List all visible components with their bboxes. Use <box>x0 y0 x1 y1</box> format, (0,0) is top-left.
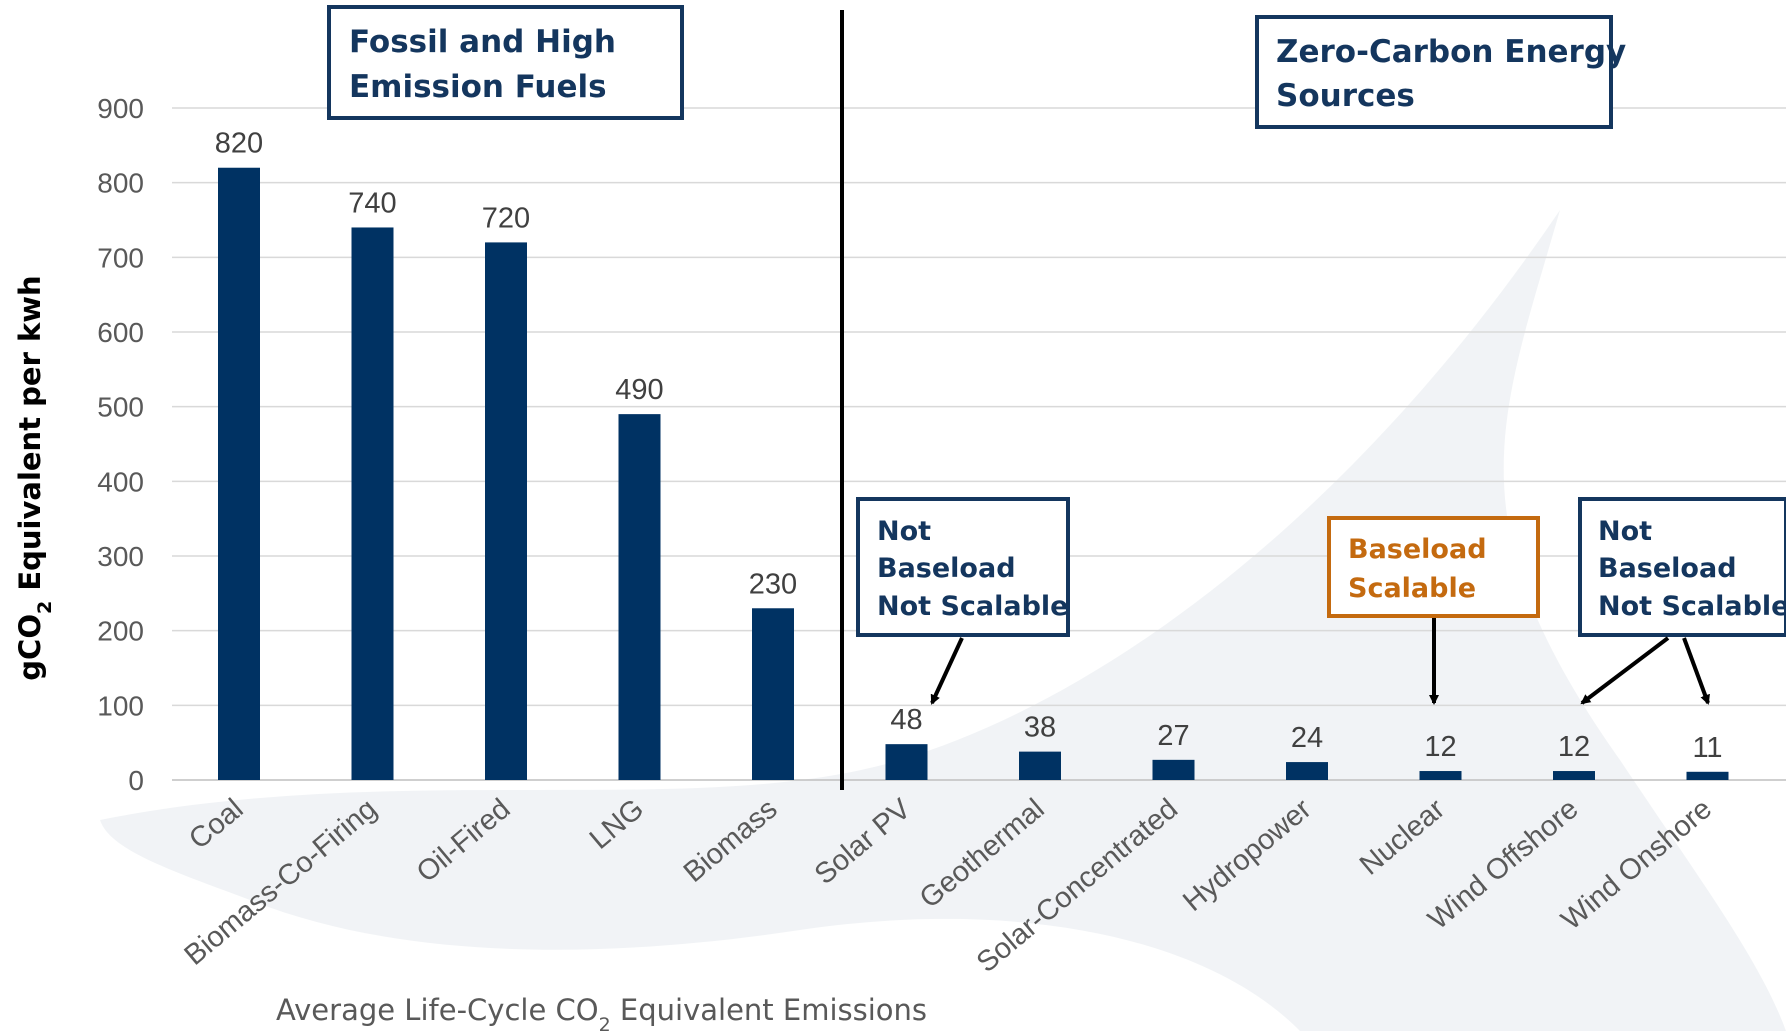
y-tick-label: 400 <box>97 466 144 497</box>
y-tick-label: 900 <box>97 93 144 124</box>
annotation-solar: Not Baseload Not Scalable <box>856 497 1070 705</box>
y-tick-label: 700 <box>97 242 144 273</box>
bar <box>1286 762 1328 780</box>
bar <box>752 608 794 780</box>
y-axis-ticks: 0 100 200 300 400 500 600 700 800 900 <box>97 93 144 796</box>
bar <box>1419 771 1462 780</box>
bar <box>1152 759 1195 780</box>
data-label: 720 <box>482 202 530 234</box>
data-label: 11 <box>1692 732 1722 764</box>
bar <box>1686 771 1729 780</box>
annotation-nuclear: Baseload Scalable <box>1327 516 1540 705</box>
data-labels: 820 740 720 490 230 48 38 27 24 12 12 11 <box>215 128 1723 764</box>
x-axis-label-sub: 2 <box>599 1014 611 1031</box>
y-tick-label: 100 <box>97 690 144 721</box>
group-title-zero-carbon: Zero-Carbon Energy Sources <box>1255 15 1626 129</box>
annotation-wind-line-1: Not <box>1598 516 1652 547</box>
annotation-wind: Not Baseload Not Scalable <box>1578 497 1786 705</box>
watermark-shape <box>100 210 1786 1031</box>
y-axis-label-rest: Equivalent per kwh <box>13 275 47 601</box>
y-axis-label-sub: 2 <box>34 601 56 614</box>
bar <box>618 414 661 780</box>
data-label: 27 <box>1157 720 1189 752</box>
annotation-nuclear-line-1: Baseload <box>1348 534 1487 565</box>
data-label: 38 <box>1024 712 1056 744</box>
annotation-nuclear-line-2: Scalable <box>1348 573 1476 604</box>
bar <box>485 242 527 780</box>
group-title-zero-carbon-line-2: Sources <box>1276 78 1415 114</box>
bar <box>351 227 394 780</box>
x-axis-label-main: Average Life-Cycle CO <box>276 993 599 1027</box>
bar <box>1019 751 1061 780</box>
y-axis-label: gCO2 Equivalent per kwh <box>13 275 56 680</box>
y-tick-label: 500 <box>97 392 144 423</box>
data-label: 12 <box>1424 731 1456 763</box>
bars <box>218 167 1729 780</box>
y-tick-label: 0 <box>128 765 144 796</box>
annotation-solar-line-1: Not <box>877 516 931 547</box>
annotation-solar-line-2: Baseload <box>877 553 1016 584</box>
x-axis-label: Average Life-Cycle CO2 Equivalent Emissi… <box>276 993 927 1031</box>
data-label: 230 <box>749 568 797 600</box>
y-axis-label-main: gCO <box>13 614 47 681</box>
bar <box>1553 771 1595 780</box>
y-tick-label: 800 <box>97 168 144 199</box>
data-label: 24 <box>1291 722 1323 754</box>
data-label: 48 <box>890 704 922 736</box>
bar <box>885 744 928 780</box>
annotation-wind-line-3: Not Scalable <box>1598 591 1786 622</box>
data-label: 820 <box>215 128 263 160</box>
y-tick-label: 200 <box>97 616 144 647</box>
y-tick-label: 300 <box>97 541 144 572</box>
annotation-solar-line-3: Not Scalable <box>877 591 1069 622</box>
y-tick-label: 600 <box>97 317 144 348</box>
group-title-fossil: Fossil and High Emission Fuels <box>327 5 684 120</box>
data-label: 12 <box>1558 731 1590 763</box>
group-title-fossil-line-1: Fossil and High <box>349 24 616 60</box>
data-label: 740 <box>348 187 396 219</box>
annotation-wind-line-2: Baseload <box>1598 553 1737 584</box>
bar <box>218 167 260 780</box>
group-title-fossil-line-2: Emission Fuels <box>349 69 607 105</box>
x-axis-label-rest: Equivalent Emissions <box>611 993 927 1027</box>
group-title-zero-carbon-line-1: Zero-Carbon Energy <box>1276 34 1626 70</box>
data-label: 490 <box>615 374 663 406</box>
